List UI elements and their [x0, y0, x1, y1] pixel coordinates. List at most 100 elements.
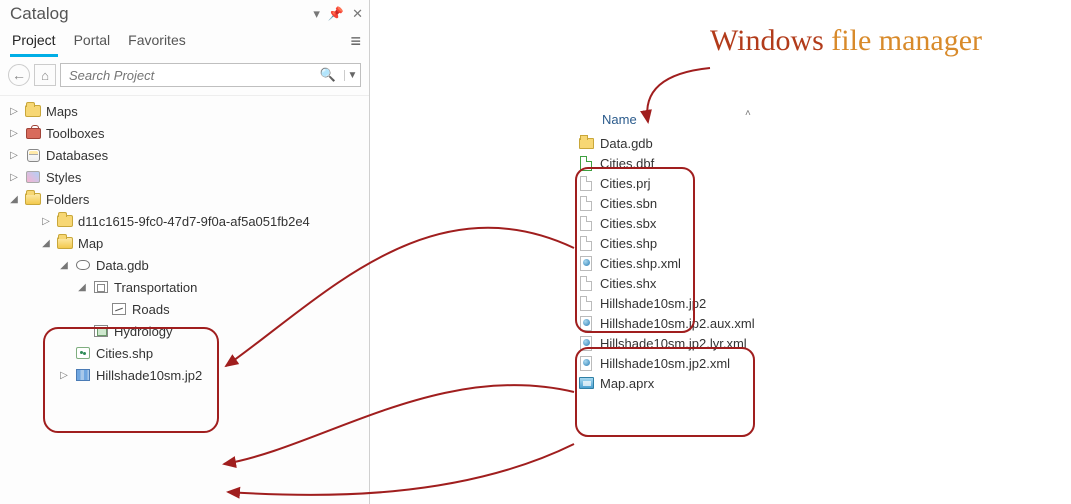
xml-icon [578, 255, 594, 271]
file-name: Data.gdb [600, 136, 653, 151]
expander-icon[interactable]: ▷ [8, 128, 20, 139]
tab-portal[interactable]: Portal [72, 26, 113, 57]
explorer-panel: Name Data.gdbCities.dbfCities.prjCities.… [578, 110, 778, 393]
home-button[interactable]: ⌂ [34, 64, 56, 86]
tree-node-map[interactable]: ◢ Map [4, 232, 369, 254]
tree-label: Transportation [114, 280, 197, 295]
tree-label: Cities.shp [96, 346, 153, 361]
file-row[interactable]: Cities.sbn [578, 193, 778, 213]
tree-node-hydrology[interactable]: Hydrology [4, 320, 369, 342]
tree-node-guidfolder[interactable]: ▷ d11c1615-9fc0-47d7-9f0a-af5a051fb2e4 [4, 210, 369, 232]
panel-title: Catalog [10, 4, 69, 24]
panel-header: Catalog ▾ 📌 ✕ [0, 0, 369, 26]
close-icon[interactable]: ✕ [352, 6, 363, 22]
menu-icon[interactable]: ≡ [350, 31, 361, 52]
file-name: Map.aprx [600, 376, 654, 391]
point-featureclass-icon [74, 345, 92, 361]
search-icon[interactable]: 🔍 [312, 67, 344, 83]
tree-node-citiesshp[interactable]: Cities.shp [4, 342, 369, 364]
expander-icon[interactable]: ▷ [8, 150, 20, 161]
expander-icon[interactable]: ◢ [8, 194, 20, 205]
toolbox-icon [24, 125, 42, 141]
tree-label: Roads [132, 302, 170, 317]
expander-icon[interactable]: ▷ [58, 370, 70, 381]
file-row[interactable]: Cities.shx [578, 273, 778, 293]
search-box: 🔍 ▼ [60, 63, 361, 87]
raster-icon [74, 367, 92, 383]
tree-label: Toolboxes [46, 126, 105, 141]
file-name: Cities.shx [600, 276, 656, 291]
annotation-title: Windows file manager [710, 24, 982, 58]
tree-node-databases[interactable]: ▷ Databases [4, 144, 369, 166]
catalog-tree: ▷ Maps ▷ Toolboxes ▷ Databases ▷ Styles … [0, 96, 369, 386]
tree-node-datagdb[interactable]: ◢ Data.gdb [4, 254, 369, 276]
folder-open-icon [24, 191, 42, 207]
search-input[interactable] [61, 68, 312, 83]
file-row[interactable]: Hillshade10sm.jp2.xml [578, 353, 778, 373]
file-name: Hillshade10sm.jp2.lyr.xml [600, 336, 747, 351]
xml-icon [578, 315, 594, 331]
tab-project[interactable]: Project [10, 26, 58, 57]
tree-node-styles[interactable]: ▷ Styles [4, 166, 369, 188]
expander-icon[interactable]: ◢ [40, 238, 52, 249]
sort-caret-icon[interactable]: ˄ [745, 108, 751, 119]
tree-label: Styles [46, 170, 81, 185]
catalog-panel: Catalog ▾ 📌 ✕ Project Portal Favorites ≡… [0, 0, 370, 504]
tree-label: Maps [46, 104, 78, 119]
file-name: Hillshade10sm.jp2.aux.xml [600, 316, 755, 331]
file-name: Cities.dbf [600, 156, 654, 171]
folder-icon [578, 135, 594, 151]
tabs-row: Project Portal Favorites ≡ [0, 26, 369, 57]
back-button[interactable]: ← [8, 64, 30, 86]
xml-icon [578, 355, 594, 371]
doc-icon [578, 295, 594, 311]
tree-node-hillshade[interactable]: ▷ Hillshade10sm.jp2 [4, 364, 369, 386]
tree-label: d11c1615-9fc0-47d7-9f0a-af5a051fb2e4 [78, 214, 310, 229]
tree-node-roads[interactable]: Roads [4, 298, 369, 320]
tree-node-folders[interactable]: ◢ Folders [4, 188, 369, 210]
file-row[interactable]: Data.gdb [578, 133, 778, 153]
search-row: ← ⌂ 🔍 ▼ [0, 57, 369, 96]
autohide-icon[interactable]: ▾ [313, 6, 320, 22]
file-row[interactable]: Cities.sbx [578, 213, 778, 233]
expander-icon[interactable]: ◢ [58, 260, 70, 271]
file-row[interactable]: Cities.shp.xml [578, 253, 778, 273]
pin-icon[interactable]: 📌 [328, 6, 344, 22]
file-name: Hillshade10sm.jp2.xml [600, 356, 730, 371]
file-row[interactable]: Hillshade10sm.jp2.lyr.xml [578, 333, 778, 353]
file-name: Hillshade10sm.jp2 [600, 296, 706, 311]
tree-node-maps[interactable]: ▷ Maps [4, 100, 369, 122]
polygon-featureclass-icon [92, 323, 110, 339]
folder-open-icon [56, 235, 74, 251]
search-dropdown-icon[interactable]: ▼ [344, 70, 360, 81]
tree-label: Map [78, 236, 103, 251]
expander-icon[interactable]: ▷ [8, 106, 20, 117]
doc-icon [578, 195, 594, 211]
expander-icon[interactable]: ▷ [8, 172, 20, 183]
file-row[interactable]: Cities.prj [578, 173, 778, 193]
folder-icon [24, 103, 42, 119]
doc-icon [578, 275, 594, 291]
tree-node-toolboxes[interactable]: ▷ Toolboxes [4, 122, 369, 144]
tree-label: Folders [46, 192, 89, 207]
annotation-text-1: Windows [710, 24, 831, 57]
tree-label: Data.gdb [96, 258, 149, 273]
database-icon [24, 147, 42, 163]
file-row[interactable]: Hillshade10sm.jp2.aux.xml [578, 313, 778, 333]
file-row[interactable]: Map.aprx [578, 373, 778, 393]
file-row[interactable]: Hillshade10sm.jp2 [578, 293, 778, 313]
file-row[interactable]: Cities.shp [578, 233, 778, 253]
tab-favorites[interactable]: Favorites [126, 26, 188, 57]
file-list: Data.gdb Cities.dbf Cities.prjCities.sbn Ci… [578, 133, 778, 393]
file-name: Cities.shp.xml [600, 256, 681, 271]
tree-label: Databases [46, 148, 108, 163]
annotation-text-2: file manager [831, 24, 982, 57]
dbf-icon [578, 155, 594, 171]
expander-icon[interactable]: ▷ [40, 216, 52, 227]
file-row[interactable]: Cities.dbf [578, 153, 778, 173]
expander-icon[interactable]: ◢ [76, 282, 88, 293]
tree-node-transportation[interactable]: ◢ Transportation [4, 276, 369, 298]
feature-dataset-icon [92, 279, 110, 295]
file-name: Cities.sbx [600, 216, 656, 231]
folder-home-icon [56, 213, 74, 229]
